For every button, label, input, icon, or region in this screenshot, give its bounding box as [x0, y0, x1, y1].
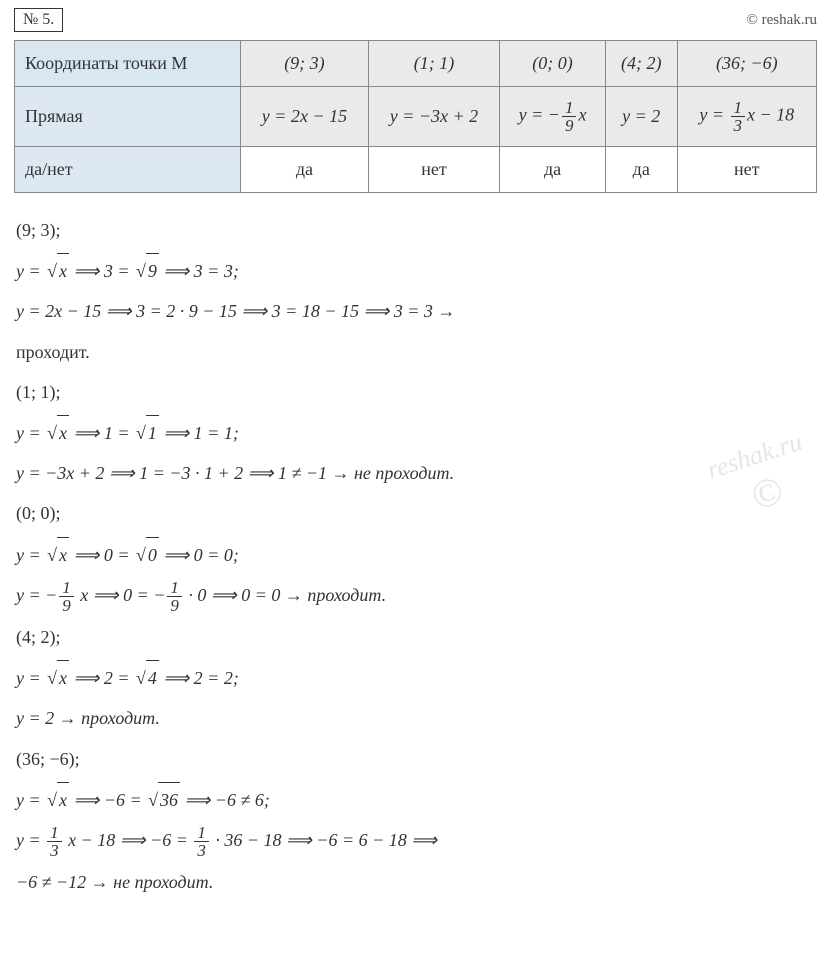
coord-cell: (36; −6) [677, 41, 816, 87]
line-cell: y = −19x [500, 87, 606, 147]
solution-line: y = x ⟹ 0 = 0 ⟹ 0 = 0; [16, 537, 817, 572]
copyright-text: © reshak.ru [746, 12, 817, 29]
solution-line: (9; 3); [16, 213, 817, 247]
coord-cell: (9; 3) [241, 41, 369, 87]
solution-line: y = x ⟹ −6 = 36 ⟹ −6 ≠ 6; [16, 782, 817, 817]
problem-number: № 5. [14, 8, 63, 32]
line-cell: y = 13x − 18 [677, 87, 816, 147]
yesno-cell: да [241, 147, 369, 193]
coord-cell: (4; 2) [605, 41, 677, 87]
solution-line: (0; 0); [16, 496, 817, 530]
main-table: Координаты точки M (9; 3) (1; 1) (0; 0) … [14, 40, 817, 193]
solution-line: (1; 1); [16, 375, 817, 409]
solution-line: y = 2x − 15 ⟹ 3 = 2 · 9 − 15 ⟹ 3 = 18 − … [16, 294, 817, 328]
line-label: Прямая [15, 87, 241, 147]
solution-line: (4; 2); [16, 620, 817, 654]
line-cell: y = 2 [605, 87, 677, 147]
coord-label: Координаты точки M [15, 41, 241, 87]
solution-line: (36; −6); [16, 742, 817, 776]
coord-cell: (0; 0) [500, 41, 606, 87]
yesno-cell: нет [368, 147, 499, 193]
solution-line: y = x ⟹ 1 = 1 ⟹ 1 = 1; [16, 415, 817, 450]
solution-line: y = 2 → проходит. [16, 701, 817, 735]
coord-cell: (1; 1) [368, 41, 499, 87]
yesno-cell: нет [677, 147, 816, 193]
line-cell: y = −3x + 2 [368, 87, 499, 147]
solution-line: проходит. [16, 335, 817, 369]
solution-line: −6 ≠ −12 → не проходит. [16, 865, 817, 899]
yesno-cell: да [605, 147, 677, 193]
yesno-cell: да [500, 147, 606, 193]
table-row-yesno: да/нет да нет да да нет [15, 147, 817, 193]
solution-body: (9; 3); y = x ⟹ 3 = 9 ⟹ 3 = 3; y = 2x − … [14, 213, 817, 900]
line-cell: y = 2x − 15 [241, 87, 369, 147]
solution-line: y = 13 x − 18 ⟹ −6 = 13 · 36 − 18 ⟹ −6 =… [16, 823, 817, 859]
solution-line: y = x ⟹ 3 = 9 ⟹ 3 = 3; [16, 253, 817, 288]
yesno-label: да/нет [15, 147, 241, 193]
header-row: № 5. © reshak.ru [14, 8, 817, 32]
solution-line: y = −3x + 2 ⟹ 1 = −3 · 1 + 2 ⟹ 1 ≠ −1 → … [16, 456, 817, 490]
table-row-lines: Прямая y = 2x − 15 y = −3x + 2 y = −19x … [15, 87, 817, 147]
solution-line: y = −19 x ⟹ 0 = −19 · 0 ⟹ 0 = 0 → проход… [16, 578, 817, 614]
solution-line: y = x ⟹ 2 = 4 ⟹ 2 = 2; [16, 660, 817, 695]
table-row-coords: Координаты точки M (9; 3) (1; 1) (0; 0) … [15, 41, 817, 87]
